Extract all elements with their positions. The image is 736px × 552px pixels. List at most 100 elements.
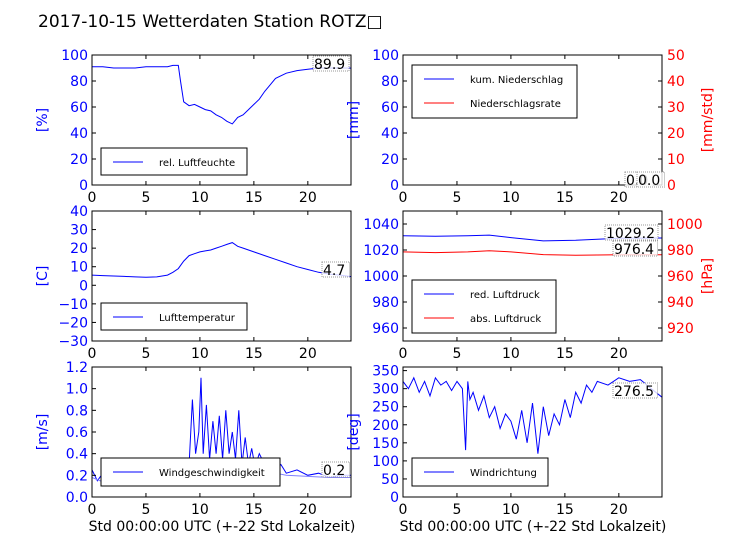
y-tick-label-right: 940 [667, 295, 694, 311]
series-line-4-1 [402, 234, 663, 242]
x-tick-label: 10 [502, 190, 520, 206]
value-label: 1029.2 [606, 226, 655, 242]
y-tick-label: 0.0 [66, 490, 88, 506]
panel-3: 0 5 10 15 20 −30 −20 −10 0 10 20 30 40 [C] Lufttempera… [35, 204, 352, 362]
x-tick-label: 15 [556, 346, 574, 362]
x-tick-label: 15 [245, 502, 263, 518]
x-tick-label: 0 [88, 190, 97, 206]
y-tick-label: 40 [70, 204, 88, 220]
panel-2: 0 5 10 15 20 0 20 40 60 80 100 0 10 20 30 40 50 [mm] [mm/s… [346, 48, 716, 206]
y-axis-label: [deg] [346, 413, 362, 450]
x-tick-label: 10 [502, 346, 520, 362]
legend-label: Lufttemperatur [159, 313, 236, 324]
x-tick-label: 10 [191, 346, 209, 362]
y-tick-label: 100 [372, 48, 399, 64]
y-tick-label: 0 [390, 490, 399, 506]
y-tick-label: 0.4 [66, 447, 88, 463]
y-tick-label: 0.6 [66, 425, 88, 441]
panel-6: 0 5 10 15 20050100150200250300350[deg]Windri… [346, 364, 663, 518]
x-tick-label: 0 [399, 346, 408, 362]
legend-label: kum. Niederschlag [470, 75, 563, 86]
x-tick-label: 15 [245, 346, 263, 362]
legend-label: Windrichtung [470, 468, 537, 479]
value-label-box [612, 240, 658, 257]
x-tick-label: 5 [452, 346, 461, 362]
y-tick-label-right: 20 [667, 126, 685, 142]
y-tick-label: 30 [70, 223, 88, 239]
panel-4: 0 5 10 15 20 960 980 1000 1020 1040 920 940 960 980 10… [363, 210, 716, 362]
plot-frame [91, 54, 352, 186]
y-tick-label: 80 [70, 74, 88, 90]
x-tick-label: 20 [299, 502, 317, 518]
y-tick-label: −10 [58, 297, 88, 313]
y-tick-label: 100 [61, 48, 88, 64]
y-tick-label: 0 [79, 278, 88, 294]
x-tick-label: 5 [141, 190, 150, 206]
x-tick-label: 15 [245, 190, 263, 206]
plot-frame [91, 210, 352, 342]
value-label-box [604, 224, 659, 241]
y-tick-label: 1.2 [66, 360, 88, 376]
value-label: 4.7 [323, 263, 345, 279]
x-tick-label: 10 [191, 190, 209, 206]
x-tick-label: 0 [88, 346, 97, 362]
series-line-6-1 [402, 376, 663, 454]
y-tick-label: 0.8 [66, 403, 88, 419]
legend-box [411, 64, 578, 119]
y-axis-label: [m/s] [35, 414, 51, 451]
value-label-box [321, 461, 350, 478]
y-tick-label: 10 [70, 260, 88, 276]
x-tick-label: 5 [452, 190, 461, 206]
figure-title: 2017-10-15 Wetterdaten Station ROTZ□ [38, 12, 383, 32]
x-tick-label: 10 [502, 502, 520, 518]
x-tick-label: 15 [556, 502, 574, 518]
y-tick-label: −30 [58, 334, 88, 350]
y-tick-label-right: 10 [667, 152, 685, 168]
y-tick-label: 0.2 [66, 468, 88, 484]
x-axis-label-right: Std 00:00:00 UTC (+-22 Std Lokalzeit) [400, 519, 667, 535]
y-tick-label: 1040 [363, 217, 399, 233]
y-axis-label-right: [mm/std] [700, 88, 716, 153]
legend-label: Windgeschwindigkeit [159, 468, 265, 479]
y-tick-label: 1000 [363, 269, 399, 285]
series-line-1-1 [92, 64, 352, 125]
x-tick-label: 0 [399, 502, 408, 518]
x-tick-label: 20 [299, 190, 317, 206]
y-tick-label: 100 [372, 454, 399, 470]
y-tick-label: 40 [70, 126, 88, 142]
x-tick-label: 5 [141, 346, 150, 362]
x-tick-label: 10 [191, 502, 209, 518]
x-tick-label: 0 [88, 502, 97, 518]
y-tick-label-right: 50 [667, 48, 685, 64]
y-tick-label-right: 1000 [667, 217, 703, 233]
y-tick-label: 20 [70, 152, 88, 168]
y-tick-label: 0 [390, 178, 399, 194]
y-tick-label-right: 0 [667, 178, 676, 194]
y-axis-label: [%] [35, 108, 51, 132]
x-tick-label: 20 [610, 190, 628, 206]
y-tick-label: 1020 [363, 243, 399, 259]
y-tick-label: 20 [381, 152, 399, 168]
legend-label: rel. Luftfeuchte [159, 158, 235, 169]
value-label: 976.4 [614, 242, 654, 258]
value-label: 276.5 [614, 384, 654, 400]
legend-label: red. Luftdruck [470, 290, 540, 301]
x-tick-label: 20 [610, 346, 628, 362]
y-axis-label: [mm] [346, 101, 362, 139]
x-tick-label: 0 [399, 190, 408, 206]
y-tick-label: 980 [372, 295, 399, 311]
y-tick-label: −20 [58, 315, 88, 331]
y-tick-label-right: 980 [667, 243, 694, 259]
series-line-3-1 [91, 242, 352, 278]
y-tick-label-right: 30 [667, 100, 685, 116]
x-tick-label: 15 [556, 190, 574, 206]
x-axis-label-left: Std 00:00:00 UTC (+-22 Std Lokalzeit) [89, 519, 356, 535]
y-tick-label: 250 [372, 400, 399, 416]
value-label-box [636, 171, 665, 188]
plot-frame [402, 366, 663, 498]
panel-5: 0 5 10 15 20 0.0 0.2 0.4 0.6 0.8 1.0 1.2 [m/s] Windge… [35, 360, 352, 518]
y-axis-label-right: [hPa] [700, 258, 716, 294]
y-tick-label: 80 [381, 74, 399, 90]
